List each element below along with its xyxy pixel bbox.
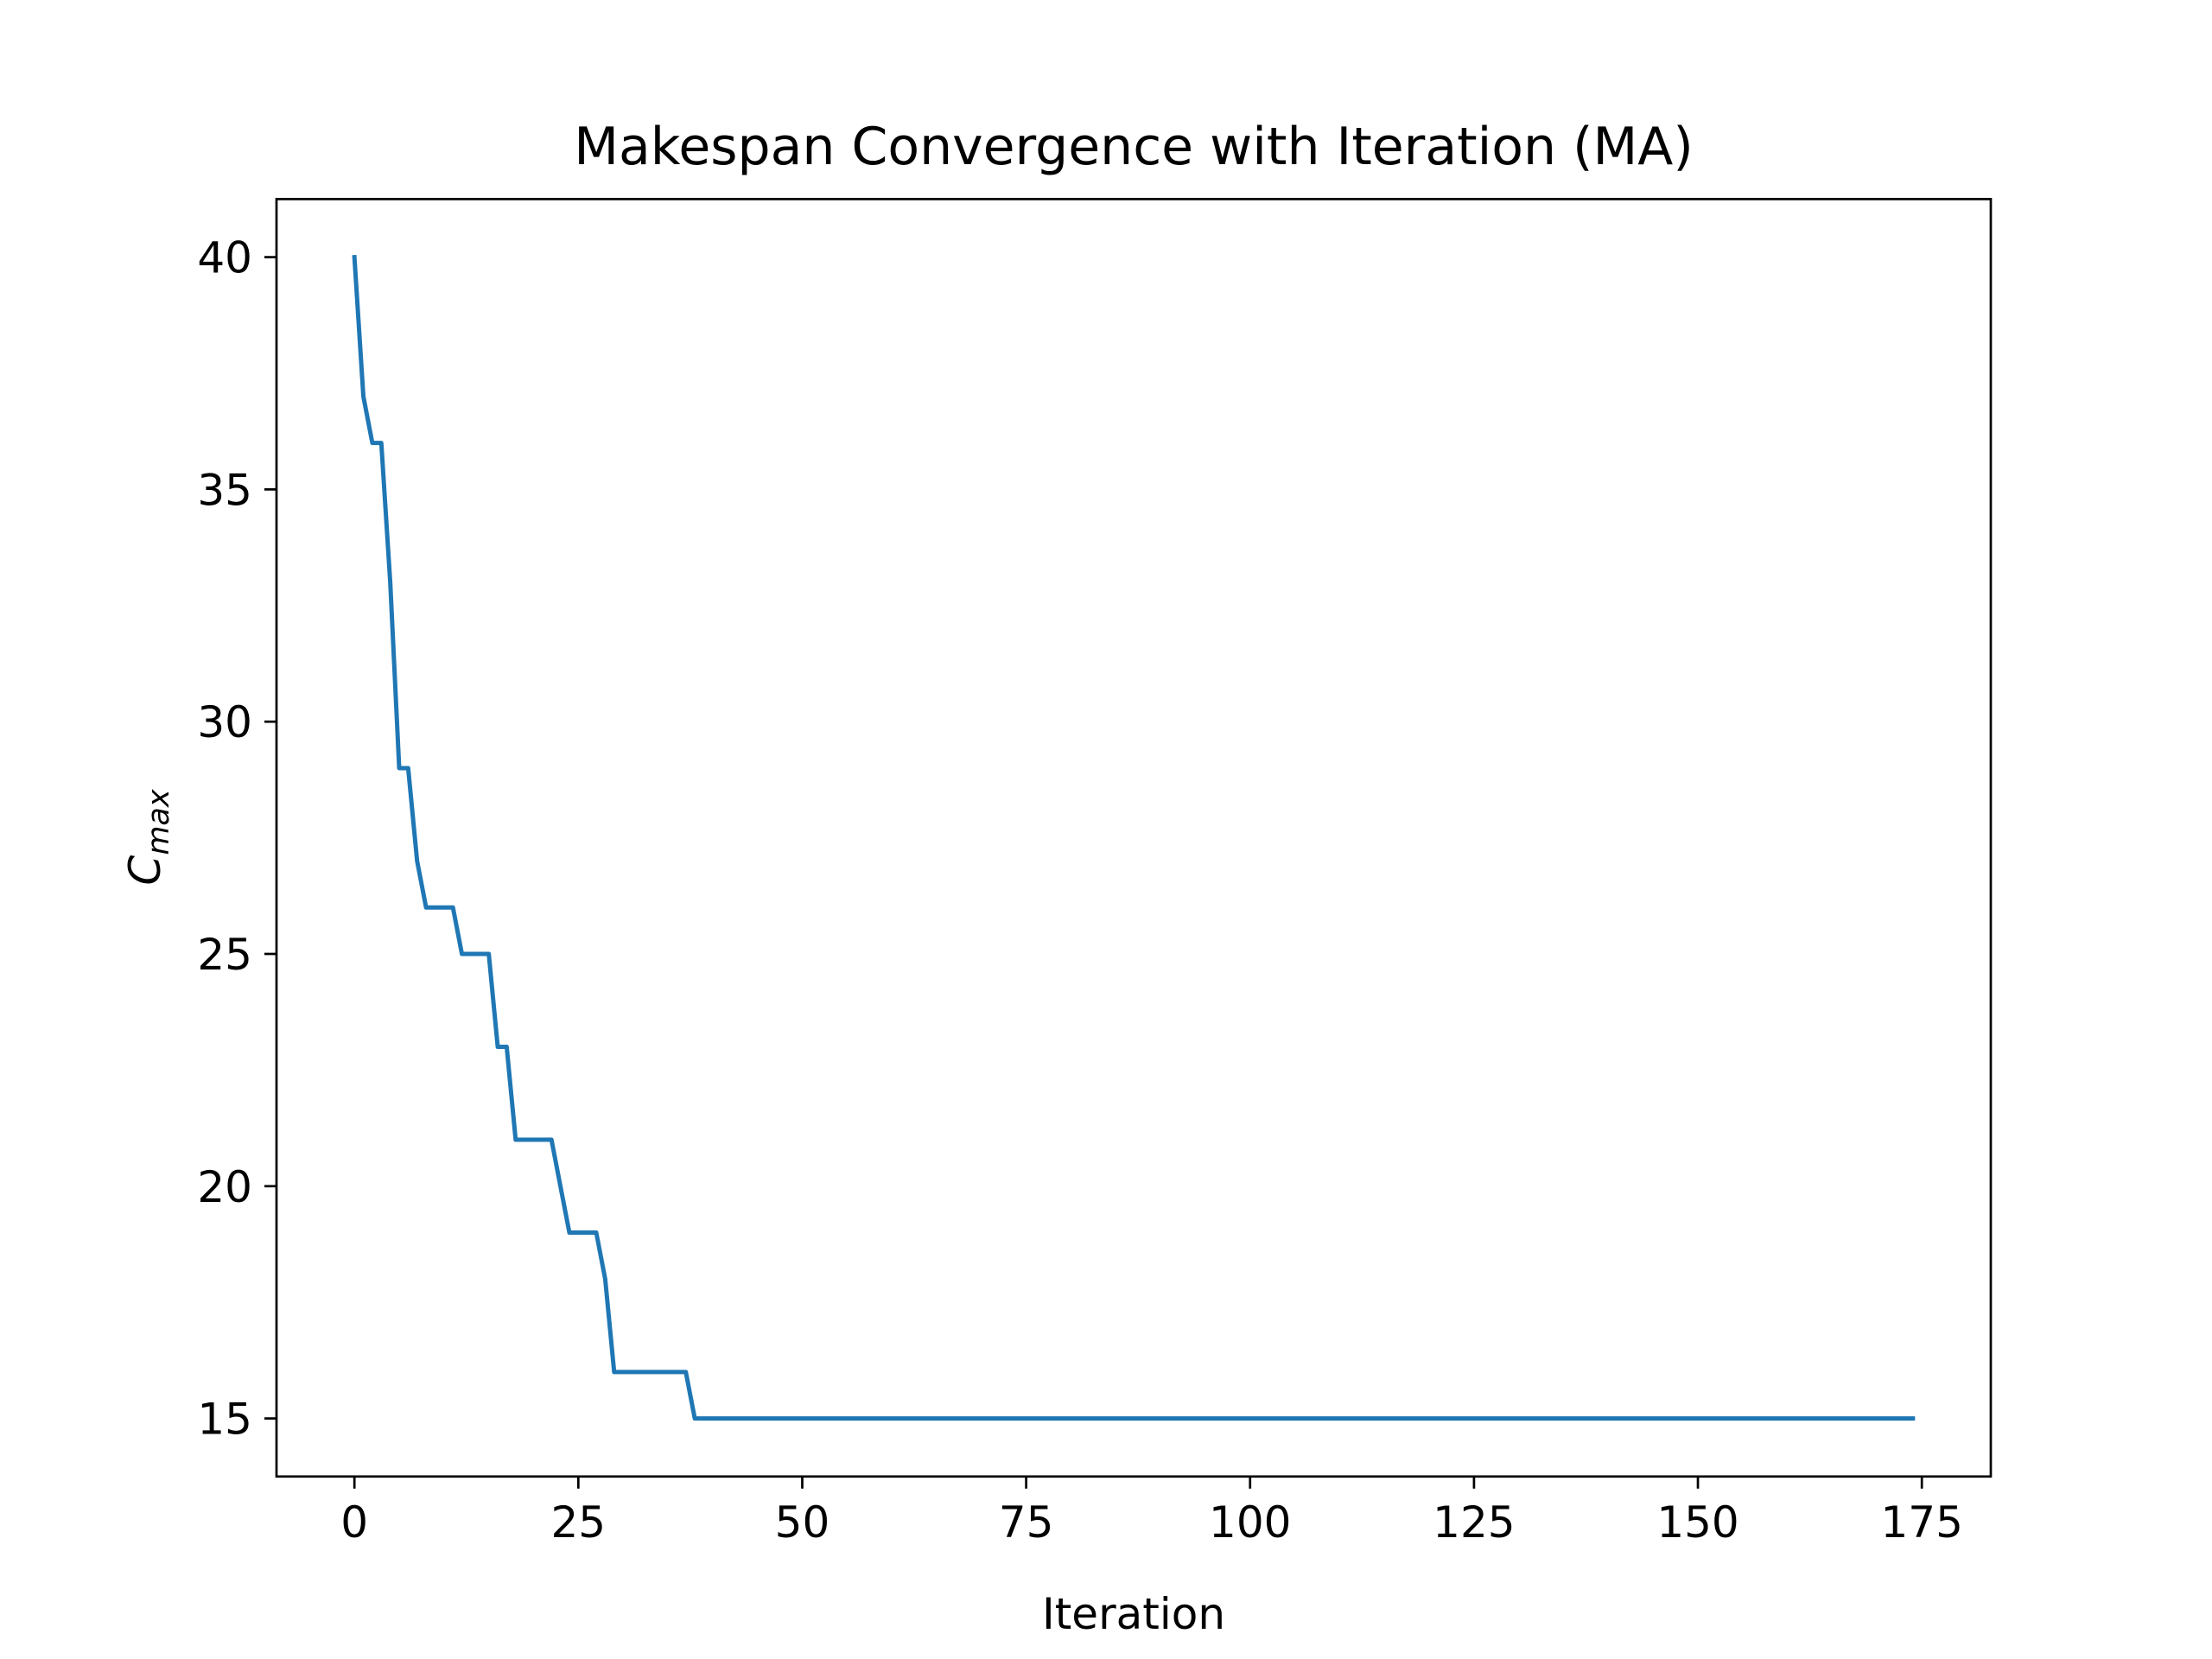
y-tick-label: 35: [197, 465, 252, 515]
y-axis-label-subscript: max: [142, 789, 176, 855]
x-tick-label: 0: [340, 1497, 368, 1548]
y-axis-label: Cmax: [120, 789, 176, 885]
x-tick-label: 25: [551, 1497, 607, 1548]
y-tick-label: 25: [197, 930, 252, 980]
x-tick-label: 175: [1880, 1497, 1962, 1548]
x-axis-label: Iteration: [1042, 1589, 1225, 1639]
x-tick-label: 75: [999, 1497, 1054, 1548]
y-tick-label: 20: [197, 1162, 252, 1212]
plot-area: [352, 254, 1916, 1421]
x-tick-label: 100: [1209, 1497, 1291, 1548]
chart-title: Makespan Convergence with Iteration (MA): [574, 117, 1694, 177]
y-tick-label: 40: [197, 233, 252, 283]
y-axis-label-main: C: [120, 855, 170, 886]
axes-frame: [275, 198, 1993, 1478]
y-tick-label: 15: [197, 1395, 252, 1445]
axis-ticks: 0 25 50 75 100 125 150 175 15 20 25 30 35 40: [197, 233, 1963, 1548]
y-tick-label: 30: [197, 697, 252, 747]
series-line-0: [352, 254, 1916, 1421]
x-tick-label: 125: [1433, 1497, 1515, 1548]
x-tick-label: 150: [1656, 1497, 1738, 1548]
x-tick-label: 50: [775, 1497, 830, 1548]
